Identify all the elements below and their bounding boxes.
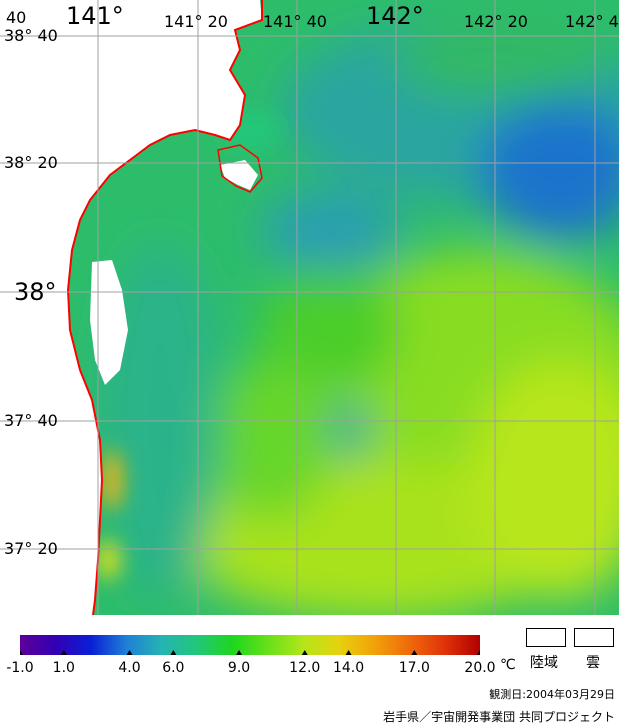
observation-date: 観測日:2004年03月29日 [489, 688, 615, 701]
cloud-swatch [574, 628, 614, 647]
lon-label-141-20: 141° 20 [164, 12, 228, 31]
lat-label-38: 38° [14, 278, 57, 306]
lat-label-38-20: 38° 20 [4, 153, 58, 172]
lon-label-141: 141° [66, 2, 124, 30]
colorbar-tick-label: 20.0 [464, 660, 496, 676]
colorbar-tick-mark [345, 650, 352, 655]
lat-label-37-20: 37° 20 [4, 539, 58, 558]
lon-label-141-40: 141° 40 [263, 12, 327, 31]
colorbar-tick-label: 6.0 [162, 660, 185, 676]
colorbar-tick-mark [170, 650, 177, 655]
lon-label-142-40: 142° 4 [565, 12, 619, 31]
sst-map-image [0, 0, 619, 620]
lon-label-142-20: 142° 20 [464, 12, 528, 31]
colorbar-tick-mark [126, 650, 133, 655]
colorbar-tick-label: -1.0 [6, 660, 34, 676]
land-swatch [526, 628, 566, 647]
cloud-label: 雲 [586, 655, 600, 671]
colorbar-tick-label: 14.0 [332, 660, 365, 676]
sst-map: 40 141° 141° 20 141° 40 142° 142° 20 142… [0, 0, 619, 620]
colorbar-tick-label: 9.0 [227, 660, 251, 676]
colorbar-unit: ℃ [500, 657, 516, 673]
colorbar-tick-mark [236, 650, 243, 655]
credits: 岩手県／宇宙開発事業団 共同プロジェクト [383, 710, 615, 724]
lat-label-37-40: 37° 40 [4, 411, 58, 430]
colorbar-gradient [17, 635, 483, 655]
colorbar-tick-label: 12.0 [289, 660, 321, 676]
top-left-number: 40 [6, 8, 27, 27]
temperature-colorbar [17, 635, 483, 655]
colorbar-tick-mark [60, 650, 67, 655]
colorbar-tick-label: 17.0 [398, 660, 430, 676]
lon-label-142: 142° [366, 2, 424, 30]
land-label: 陸域 [530, 655, 558, 671]
colorbar-tick-mark [411, 650, 418, 655]
colorbar-tick-label: 1.0 [52, 660, 75, 676]
colorbar-tick-label: 4.0 [118, 660, 141, 676]
lat-label-38-40: 38° 40 [4, 26, 58, 45]
colorbar-tick-mark [301, 650, 308, 655]
